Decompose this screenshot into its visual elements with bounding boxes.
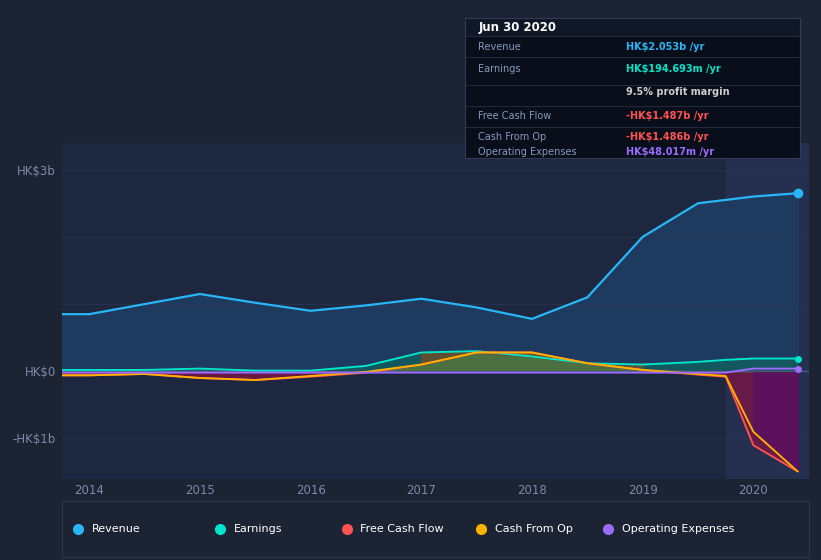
Text: Revenue: Revenue: [91, 524, 140, 534]
Text: 9.5% profit margin: 9.5% profit margin: [626, 87, 729, 97]
Text: Operating Expenses: Operating Expenses: [479, 147, 577, 157]
Text: HK$2.053b /yr: HK$2.053b /yr: [626, 41, 704, 52]
Text: Jun 30 2020: Jun 30 2020: [479, 21, 557, 34]
Text: Operating Expenses: Operating Expenses: [622, 524, 734, 534]
Text: Revenue: Revenue: [479, 41, 521, 52]
FancyBboxPatch shape: [465, 18, 800, 36]
Bar: [726, 143, 809, 479]
Text: Free Cash Flow: Free Cash Flow: [479, 111, 552, 121]
Text: HK$194.693m /yr: HK$194.693m /yr: [626, 64, 721, 74]
Text: Earnings: Earnings: [479, 64, 521, 74]
Text: -HK$1.486b /yr: -HK$1.486b /yr: [626, 132, 709, 142]
Text: HK$48.017m /yr: HK$48.017m /yr: [626, 147, 714, 157]
Text: -HK$1.487b /yr: -HK$1.487b /yr: [626, 111, 709, 121]
Text: Free Cash Flow: Free Cash Flow: [360, 524, 444, 534]
Text: Cash From Op: Cash From Op: [495, 524, 573, 534]
Text: Cash From Op: Cash From Op: [479, 132, 547, 142]
Text: Earnings: Earnings: [233, 524, 282, 534]
